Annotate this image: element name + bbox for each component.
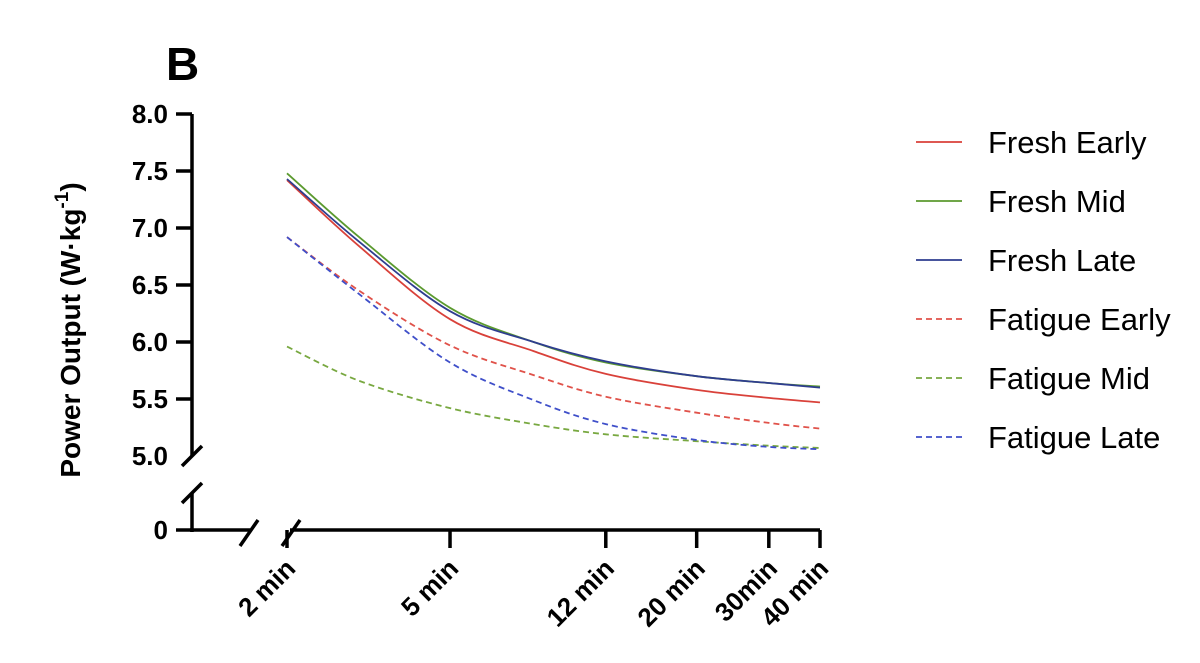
x-tick-label: 5 min: [395, 553, 464, 622]
y-tick-label: 7.5: [132, 156, 168, 186]
x-tick-label: 20 min: [631, 553, 710, 632]
legend-label: Fatigue Mid: [988, 361, 1150, 396]
legend-label: Fresh Early: [988, 125, 1147, 160]
x-axis-break-mark: [238, 519, 260, 547]
y-tick-label: 6.5: [132, 270, 168, 300]
series-line-fresh-mid: [286, 172, 821, 388]
y-axis-break-mark: [180, 444, 204, 468]
legend-label: Fatigue Late: [988, 420, 1160, 455]
y-tick-label: 5.5: [132, 384, 168, 414]
y-axis-label-close: ): [55, 182, 86, 191]
y-tick-label: 6.0: [132, 327, 168, 357]
y-tick-label: 8.0: [132, 99, 168, 129]
legend-label: Fresh Mid: [988, 184, 1126, 219]
series-line-fatigue-early: [286, 236, 821, 430]
series-line-fatigue-mid: [286, 345, 821, 449]
series-line-fatigue-late: [286, 236, 821, 451]
series-lines: [286, 172, 821, 451]
y-tick-label: 5.0: [132, 441, 168, 471]
x-axis-break-mark: [280, 519, 302, 547]
legend-label: Fatigue Early: [988, 302, 1171, 337]
series-line-fresh-late: [286, 178, 821, 389]
y-axis-label-sup: -1: [52, 191, 73, 208]
legend-label: Fresh Late: [988, 243, 1136, 278]
y-axis-label-main: Power Output (W·kg: [55, 209, 86, 478]
y-axis-label: Power Output (W·kg-1): [52, 182, 86, 477]
y-zero-tick-label: 0: [154, 515, 168, 545]
svg-text:Power Output (W·kg-1): Power Output (W·kg-1): [52, 182, 86, 477]
x-tick-label: 12 min: [541, 553, 620, 632]
y-tick-label: 7.0: [132, 213, 168, 243]
panel-label: B: [166, 38, 199, 90]
series-line-fresh-early: [286, 179, 821, 404]
y-ticks: 8.0 7.5 7.0 6.5 6.0 5.5 5.0: [132, 99, 192, 471]
legend: Fresh Early Fresh Mid Fresh Late Fatigue Ea…: [916, 125, 1171, 455]
x-tick-label: 2 min: [232, 553, 301, 622]
